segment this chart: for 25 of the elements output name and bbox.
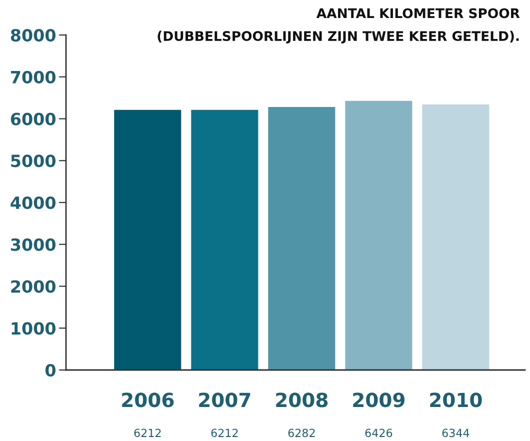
bar [345,100,412,370]
y-tick-label: 3000 [11,238,56,251]
y-tick-label: 2000 [11,280,56,293]
y-tick-label: 4000 [10,196,56,210]
data-label: 6282 [288,428,315,438]
y-tick-label: 0 [45,364,56,377]
x-tick-label: 2008 [276,392,328,408]
y-tick-label: 6000 [10,112,56,126]
bar [422,104,490,370]
y-tick-label: 7000 [11,70,56,84]
data-label: 6212 [211,428,238,438]
y-tick-label: 5000 [11,154,56,168]
x-tick-label: 2006 [122,392,174,408]
bar [114,110,182,370]
x-tick-label: 2010 [430,392,482,408]
bar [191,110,258,370]
x-tick-label: 2009 [353,392,404,408]
y-tick-label: 1000 [12,322,56,335]
data-label: 6344 [442,428,470,438]
chart-title: AANTAL KILOMETER SPOOR (DUBBELSPOORLIJNEN ZIJN TWEE KEER GETELD). [158,8,520,44]
x-tick-label: 2007 [199,392,250,408]
data-label: 6212 [134,428,161,438]
y-tick-label: 8000 [10,28,56,42]
bar [268,106,336,370]
data-label: 6426 [365,428,392,438]
